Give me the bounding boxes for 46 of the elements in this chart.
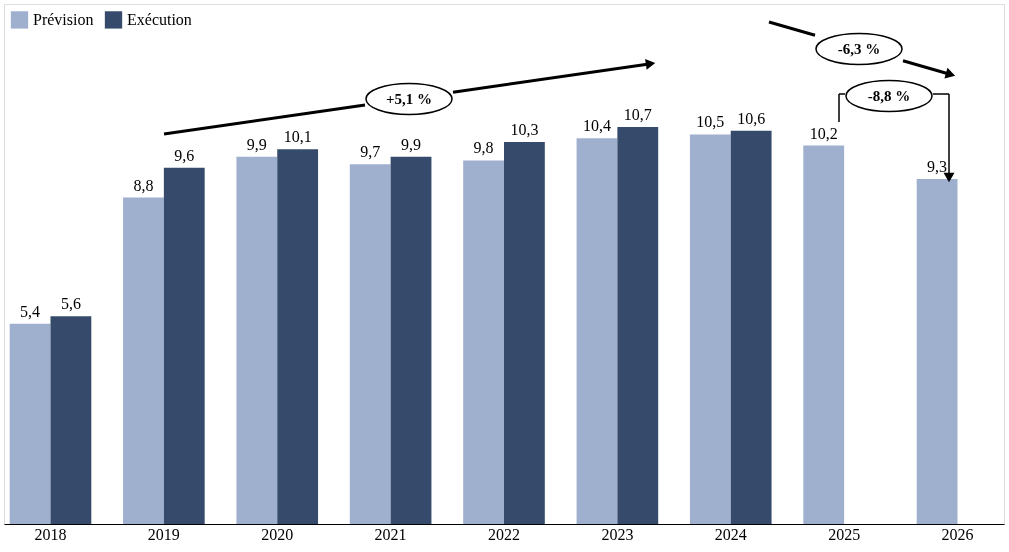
bar [390,156,432,524]
data-label: 10,3 [510,120,539,138]
x-tick-label: 2024 [714,525,747,543]
text: +5,1 % [385,91,433,107]
data-label: 10,5 [696,113,725,131]
x-tick-label: 2023 [601,525,634,543]
x-tick-label: 2019 [147,525,180,543]
text: -8,8 % [867,88,911,104]
data-label: 10,2 [809,124,838,142]
data-label: 5,6 [60,295,81,313]
bar [277,149,319,524]
bar [730,130,772,524]
bar [9,323,51,524]
bar [463,160,504,524]
bar [916,178,958,524]
bar [349,164,391,524]
bar [576,138,618,524]
x-tick-label: 2020 [261,525,294,543]
x-tick-label: 2018 [34,525,67,543]
legend-label: Prévision [33,10,94,28]
x-tick-label: 2025 [828,525,861,543]
data-label: 9,7 [360,143,381,161]
data-label: 10,6 [737,109,766,127]
data-label: 9,9 [246,135,267,153]
bar [123,197,164,524]
bar [504,141,545,524]
bar [617,127,659,524]
data-label: 8,8 [133,176,154,194]
data-label: 9,9 [401,135,422,153]
data-label: 9,6 [174,146,195,164]
data-label: 5,4 [20,302,41,320]
data-label: 10,1 [283,128,312,146]
data-label: 9,8 [473,139,494,157]
data-label: 9,3 [927,157,948,175]
bar [803,145,845,524]
bar [236,156,278,524]
bar [163,167,205,524]
x-tick-label: 2026 [941,525,974,543]
x-tick-label: 2022 [488,525,520,543]
legend-label: Exécution [127,10,192,28]
data-label: 10,7 [623,106,652,124]
bar [689,134,731,524]
data-label: 10,4 [582,117,611,135]
bar [50,316,92,524]
text: -6,3 % [837,41,881,57]
x-tick-label: 2021 [374,525,407,543]
